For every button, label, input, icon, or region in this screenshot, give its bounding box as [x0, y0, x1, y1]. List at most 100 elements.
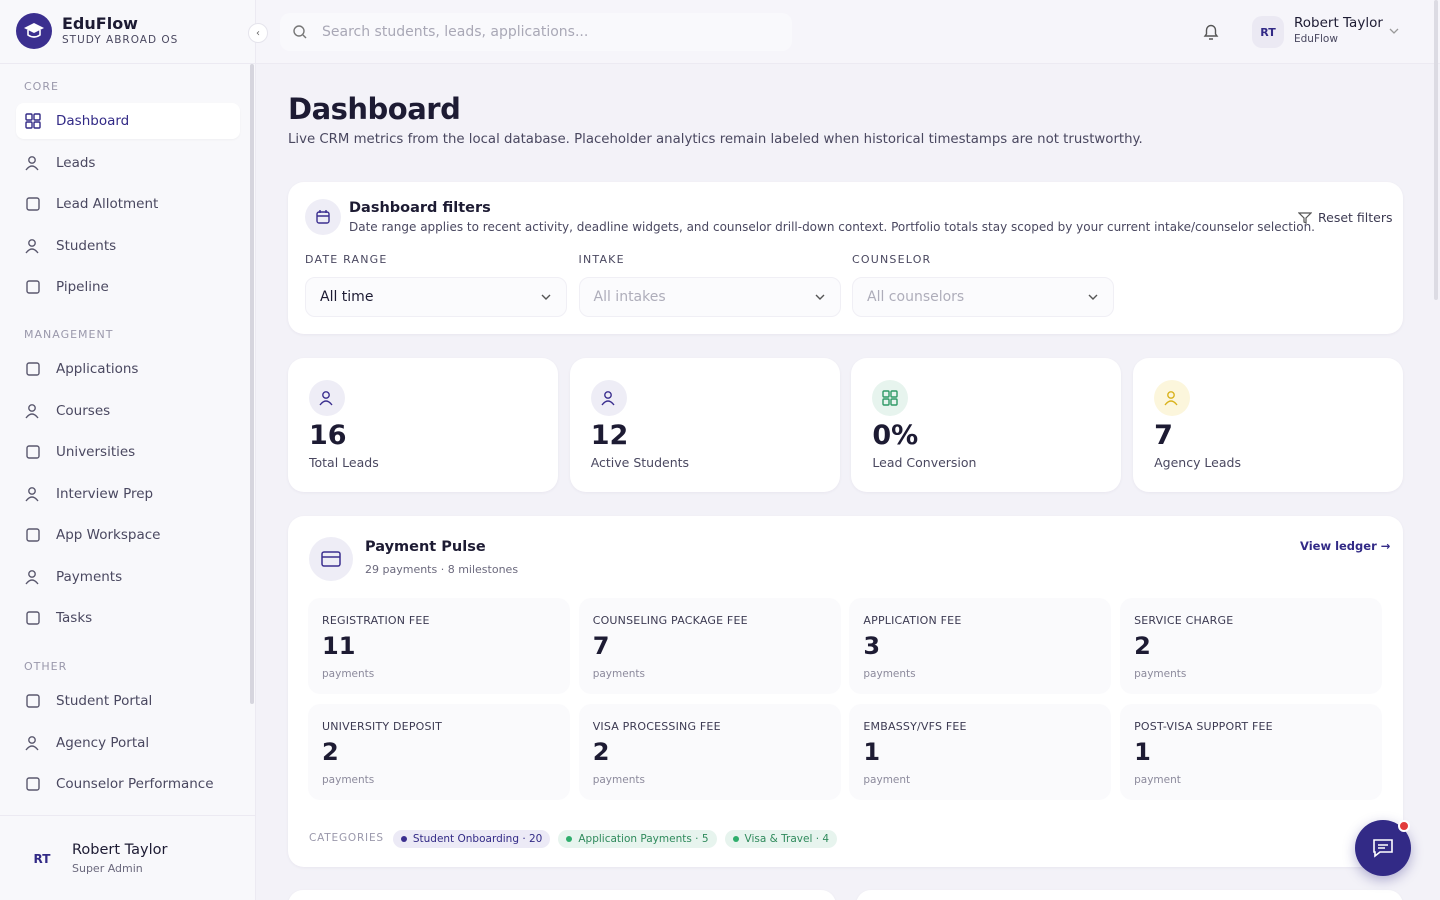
reset-filters[interactable]: Reset filters	[1298, 210, 1392, 225]
nav-section: CORE Dashboard Leads Lead Allotment Students…	[0, 80, 256, 311]
payment-item: SERVICE CHARGE 2 payments	[1120, 598, 1383, 694]
nav-item[interactable]: Pipeline	[16, 269, 240, 305]
payment-label: UNIVERSITY DEPOSIT	[322, 720, 443, 733]
payment-unit: payments	[1134, 668, 1187, 680]
payment-count: 2	[322, 738, 339, 766]
nav-item[interactable]: Payments	[16, 559, 240, 595]
page-subtitle: Live CRM metrics from the local database…	[288, 132, 1143, 147]
sidebar: EduFlow STUDY ABROAD OS CORE Dashboard Lea…	[0, 0, 256, 900]
nav-item[interactable]: Dashboard	[16, 103, 240, 139]
filter-label: DATE RANGE	[305, 253, 388, 266]
payment-unit: payments	[592, 668, 645, 680]
payment-unit: payments	[322, 668, 375, 680]
nav-item[interactable]: Tasks	[16, 600, 240, 636]
collapse-button[interactable]: ‹	[248, 23, 268, 43]
stat-label: Lead Conversion	[872, 455, 977, 470]
nav-label: Applications	[56, 361, 139, 377]
avatar: RT	[33, 852, 51, 866]
sidebar-footer[interactable]: RT Robert Taylor Super Admin	[0, 815, 256, 900]
nav-item[interactable]: Agency Portal	[16, 725, 240, 761]
stat-card: 16 Total Leads	[288, 358, 558, 492]
stat-card: 12 Active Students	[569, 358, 840, 492]
chevron	[815, 294, 824, 300]
reset-label: Reset filters	[1318, 210, 1393, 225]
pill-label: Visa & Travel · 4	[744, 833, 830, 845]
nav-label: Leads	[56, 154, 96, 171]
nav-item[interactable]: Lead Allotment	[16, 186, 240, 222]
filter-label: COUNSELOR	[852, 253, 932, 266]
brand-tagline: STUDY ABROAD OS	[62, 34, 179, 46]
user-org: EduFlow	[1294, 33, 1338, 45]
payment-count: 2	[592, 738, 610, 766]
chevron	[541, 294, 551, 300]
stat-card: 7 Agency Leads	[1133, 358, 1404, 492]
payment-count: 7	[592, 632, 610, 660]
nav-label: Dashboard	[56, 113, 130, 129]
nav-item[interactable]: Courses	[16, 393, 240, 429]
page-scrollbar	[1434, 0, 1438, 300]
payment-label: POST-VISA SUPPORT FEE	[1134, 720, 1273, 733]
nav-label: Counselor Performance	[56, 776, 214, 792]
nav-item[interactable]: Students	[16, 228, 240, 264]
pill-dot	[732, 836, 739, 842]
payment-label: SERVICE CHARGE	[1134, 614, 1234, 627]
stat-value: 0%	[872, 420, 919, 451]
category-pill: Student Onboarding · 20	[392, 830, 551, 848]
filter-select[interactable]: All counselors	[852, 277, 1114, 317]
nav-item[interactable]: App Workspace	[16, 517, 240, 553]
chevron	[1088, 294, 1098, 300]
payments-card: Payment Pulse 29 payments · 8 milestones…	[288, 516, 1403, 867]
search[interactable]: Search students, leads, applications...	[280, 13, 792, 51]
nav-item[interactable]: Counselor Performance	[16, 766, 240, 802]
stat-value: 16	[309, 420, 347, 451]
nav-item[interactable]: Student Portal	[16, 683, 240, 719]
category-pill: Application Payments · 5	[558, 830, 717, 848]
stat-value: 12	[590, 420, 629, 451]
payment-label: REGISTRATION FEE	[322, 614, 430, 627]
nav-label: Universities	[56, 444, 136, 460]
payment-unit: payment	[863, 774, 911, 786]
nav-label: Interview Prep	[56, 485, 154, 502]
payment-label: EMBASSY/VFS FEE	[863, 720, 967, 733]
brand[interactable]: EduFlow STUDY ABROAD OS	[0, 0, 256, 64]
lower-card	[856, 890, 1403, 900]
scrollbar	[250, 64, 254, 704]
filters-description: Date range applies to recent activity, d…	[349, 220, 1315, 234]
categories: CATEGORIES Student Onboarding · 20 Applic…	[309, 827, 845, 848]
nav-label: Agency Portal	[56, 734, 150, 751]
payment-item: EMBASSY/VFS FEE 1 payment	[849, 704, 1112, 800]
payment-label: VISA PROCESSING FEE	[592, 720, 721, 733]
nav-label: Courses	[56, 402, 111, 419]
payments-summary: 29 payments · 8 milestones	[365, 563, 519, 576]
nav-item[interactable]: Interview Prep	[16, 476, 240, 512]
nav-item[interactable]: Universities	[16, 434, 240, 470]
notifications[interactable]	[1202, 22, 1220, 42]
user-avatar[interactable]: RT	[1252, 16, 1284, 48]
filters-title: Dashboard filters	[349, 200, 491, 216]
nav-label: Tasks	[56, 610, 93, 626]
nav-label: Students	[56, 237, 117, 254]
user-menu[interactable]	[1388, 27, 1400, 35]
payment-item: REGISTRATION FEE 11 payments	[308, 598, 570, 694]
nav-item[interactable]: Applications	[16, 351, 240, 387]
payment-unit: payment	[1134, 774, 1181, 786]
brand-name: EduFlow	[62, 14, 138, 33]
nav-label: App Workspace	[56, 527, 161, 543]
stat-value: 7	[1154, 420, 1173, 451]
payments-icon	[309, 537, 353, 581]
stat-icon	[309, 380, 345, 416]
nav-item[interactable]: Leads	[16, 145, 240, 181]
chat-button[interactable]	[1355, 820, 1411, 876]
stat-label: Active Students	[590, 455, 690, 470]
filter-select[interactable]: All time	[305, 277, 567, 317]
filter-select[interactable]: All intakes	[578, 277, 841, 317]
payment-count: 11	[322, 632, 356, 660]
payment-item: UNIVERSITY DEPOSIT 2 payments	[308, 704, 570, 800]
nav-section-title: MANAGEMENT	[24, 328, 114, 341]
nav-section-title: OTHER	[24, 660, 68, 673]
search-icon	[293, 25, 307, 39]
nav-label: Payments	[56, 568, 123, 585]
view-ledger[interactable]: View ledger →	[1300, 539, 1391, 553]
payment-label: APPLICATION FEE	[863, 614, 962, 627]
payments-title: Payment Pulse	[365, 539, 486, 555]
